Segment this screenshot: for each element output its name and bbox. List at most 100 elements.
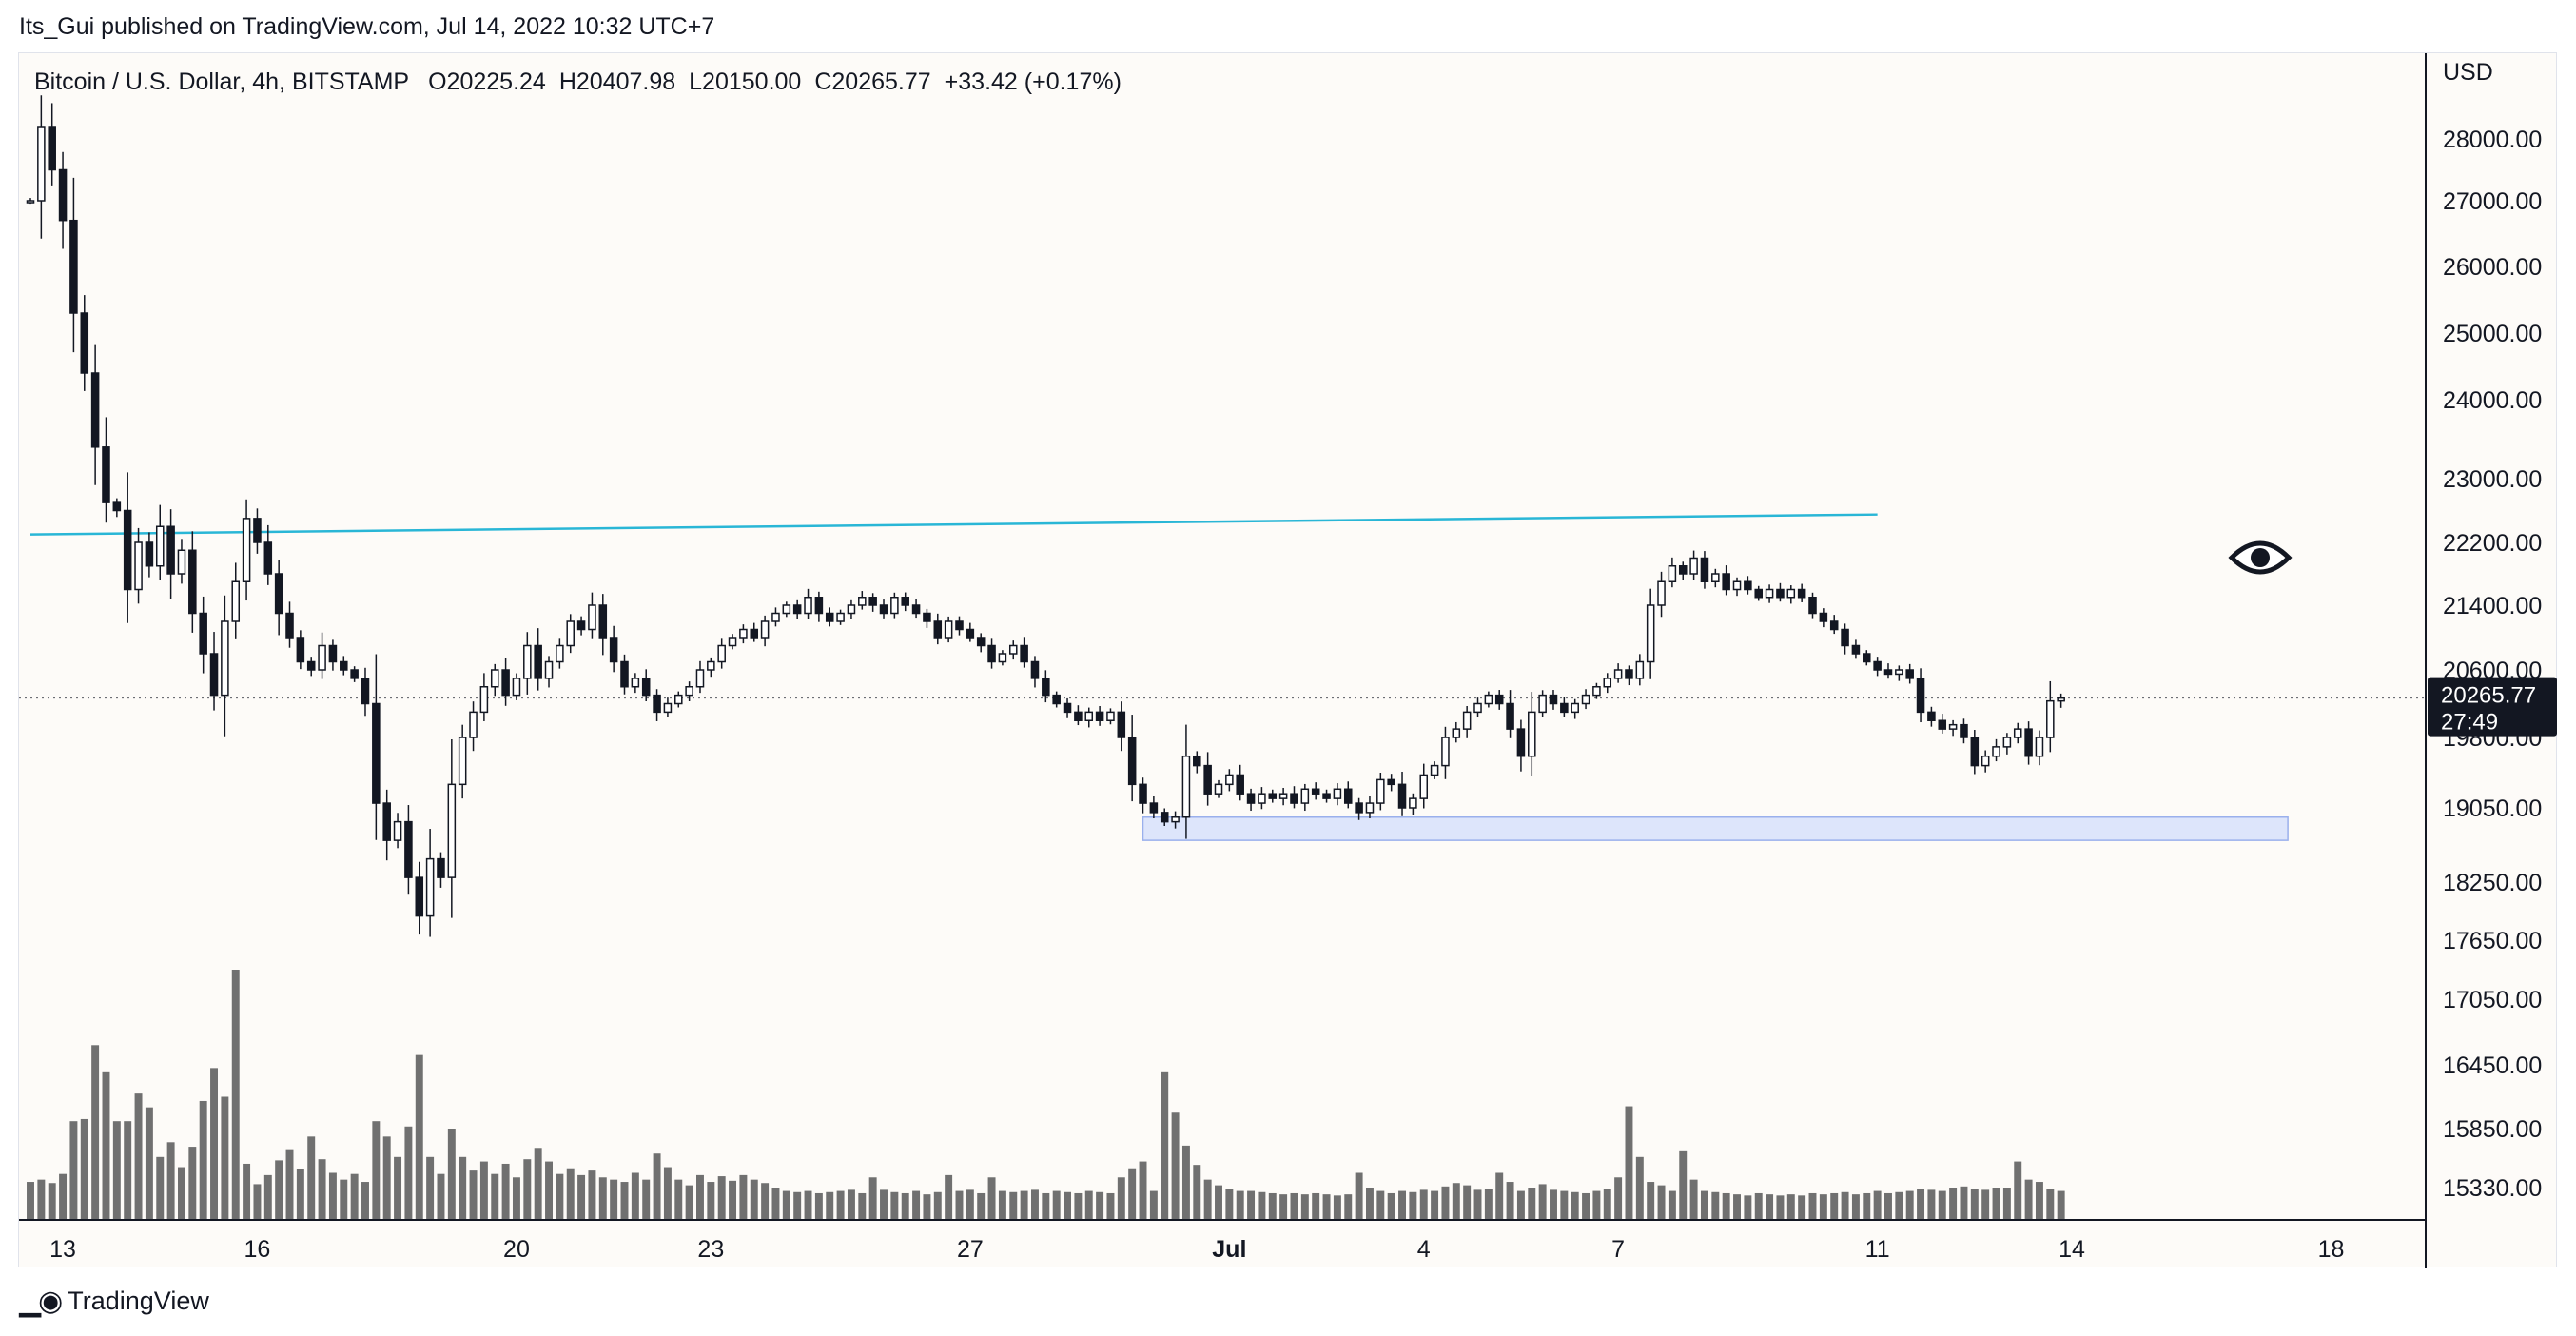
volume-bar — [2046, 1189, 2055, 1220]
volume-bar — [1786, 1194, 1795, 1220]
candle-body — [263, 541, 273, 575]
volume-bar — [707, 1182, 715, 1220]
candle — [1268, 789, 1278, 803]
y-tick-label: 24000.00 — [2443, 387, 2542, 414]
candle — [1603, 673, 1612, 694]
volume-bar — [1387, 1192, 1395, 1220]
candle-body — [112, 501, 122, 512]
candle — [955, 616, 964, 636]
candle — [1139, 777, 1147, 814]
volume-bar — [479, 1161, 488, 1220]
candle-body — [318, 644, 326, 671]
volume-bar — [318, 1159, 326, 1220]
candle — [393, 813, 402, 849]
candles-layer — [26, 95, 2065, 937]
volume-bar — [663, 1167, 672, 1220]
candle — [1214, 779, 1223, 798]
candle-body — [1300, 788, 1310, 804]
volume-bar — [880, 1189, 888, 1220]
volume-bar — [37, 1179, 46, 1220]
chart-area[interactable]: 13 16 20 23 27 Jul 4 7 11 14 18 USD 28000.00 27000.0… — [18, 52, 2558, 1268]
candle-body — [890, 597, 899, 615]
candle-body — [2002, 737, 2012, 748]
candle-body — [382, 802, 391, 841]
volume-bar — [2024, 1179, 2033, 1220]
volume-bar — [1225, 1189, 1234, 1220]
candle-body — [1744, 580, 1752, 591]
tradingview-logo-text: TradingView — [68, 1287, 209, 1315]
candle-body — [2024, 728, 2033, 757]
volume-bar — [447, 1129, 456, 1220]
candle — [523, 632, 532, 695]
candle-body — [1355, 802, 1363, 814]
chart-svg[interactable]: 13 16 20 23 27 Jul 4 7 11 14 18 USD 28000.00 27000.0… — [19, 53, 2558, 1268]
candle-body — [1268, 793, 1278, 799]
volume-bar — [1020, 1190, 1028, 1220]
volume-bar — [1052, 1190, 1061, 1220]
volume-bar — [750, 1179, 758, 1220]
candle-body — [556, 644, 564, 663]
candle — [976, 633, 986, 653]
candle — [1538, 690, 1547, 717]
candle-body — [534, 644, 542, 679]
candle — [469, 701, 478, 752]
candle — [1581, 689, 1590, 710]
volume-bar — [610, 1179, 618, 1220]
volume-bar — [1030, 1189, 1039, 1220]
candle — [458, 724, 467, 799]
candle-body — [792, 604, 802, 615]
candle-body — [1678, 565, 1688, 575]
x-tick-label: 23 — [697, 1236, 724, 1263]
y-tick-label: 28000.00 — [2443, 127, 2542, 153]
candle — [858, 591, 867, 610]
volume-bar — [102, 1071, 110, 1220]
candle-body — [1419, 774, 1429, 799]
candle-body — [1819, 612, 1828, 622]
volume-bar — [1960, 1186, 1968, 1220]
volume-bar — [534, 1148, 542, 1220]
candle — [1473, 697, 1482, 717]
candle — [1311, 782, 1320, 800]
candle — [1905, 663, 1914, 684]
candle-body — [1560, 702, 1569, 714]
candle — [1246, 788, 1256, 812]
volume-bar — [459, 1156, 467, 1220]
volume-bar — [1819, 1194, 1827, 1220]
candle — [620, 654, 629, 695]
volume-bar — [243, 1163, 251, 1220]
candle-body — [209, 653, 219, 697]
candle-body — [1042, 678, 1050, 697]
candle-body — [1732, 580, 1742, 591]
candle — [1074, 705, 1083, 726]
candle-body — [1689, 557, 1698, 575]
volume-bar — [69, 1121, 78, 1220]
last-price-tag-bg — [2428, 677, 2557, 737]
candle-body — [242, 518, 251, 582]
volume-bar — [1333, 1195, 1341, 1220]
candle-body — [1484, 694, 1493, 705]
candle-body — [447, 783, 457, 878]
candle — [998, 650, 1007, 666]
volume-bar — [1700, 1190, 1708, 1220]
candle — [825, 607, 834, 627]
legend-close: C20265.77 — [814, 69, 930, 95]
volume-bar — [1365, 1188, 1374, 1220]
candle-body — [1452, 728, 1461, 738]
candle-body — [1171, 816, 1180, 823]
tradingview-logo[interactable]: ▁◉ TradingView — [19, 1285, 209, 1318]
candle-body — [847, 604, 856, 615]
candle-body — [1020, 644, 1028, 663]
volume-bar — [1949, 1188, 1958, 1220]
eye-icon[interactable] — [2228, 540, 2293, 575]
candle-body — [372, 702, 381, 804]
candle-body — [879, 604, 888, 615]
y-tick-label: 16450.00 — [2443, 1052, 2542, 1079]
volume-bar — [340, 1179, 348, 1220]
candle — [166, 509, 175, 599]
candle-body — [1052, 694, 1061, 705]
candle-body — [998, 653, 1007, 663]
candle — [145, 532, 154, 578]
candle-body — [393, 820, 402, 841]
candle-body — [717, 644, 726, 663]
